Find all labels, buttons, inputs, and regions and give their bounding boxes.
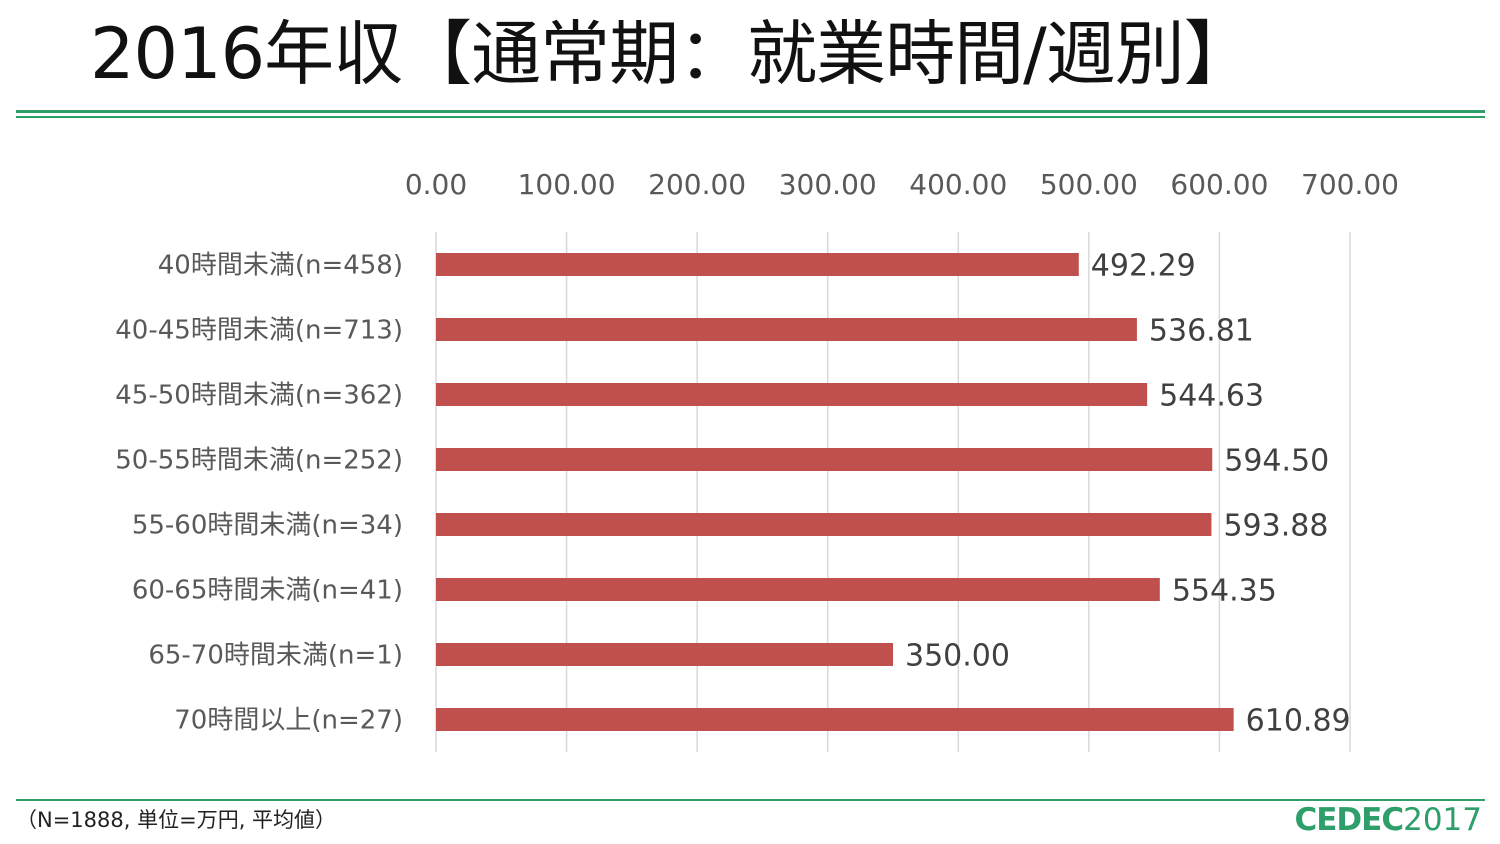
- x-tick-label: 400.00: [909, 168, 1007, 201]
- bar: [436, 643, 893, 666]
- logo-brand: CEDEC: [1294, 802, 1405, 838]
- bar: [436, 578, 1160, 601]
- bar: [436, 513, 1212, 536]
- logo-year: 2017: [1403, 802, 1482, 838]
- category-label: 55-60時間未満(n=34): [132, 511, 403, 541]
- x-tick-label: 100.00: [518, 168, 616, 201]
- category-label: 40-45時間未満(n=713): [115, 316, 403, 346]
- category-label: 65-70時間未満(n=1): [148, 641, 403, 671]
- category-label: 50-55時間未満(n=252): [115, 446, 403, 476]
- x-tick-label: 300.00: [779, 168, 877, 201]
- x-tick-label: 0.00: [405, 168, 467, 201]
- category-label: 45-50時間未満(n=362): [115, 381, 403, 411]
- data-label: 593.88: [1223, 509, 1328, 544]
- bar: [436, 253, 1079, 276]
- bar: [436, 708, 1234, 731]
- bar: [436, 448, 1213, 471]
- footer-divider: [16, 799, 1485, 801]
- footnote: （N=1888, 単位=万円, 平均値）: [16, 808, 337, 832]
- title-divider-upper: [16, 110, 1485, 113]
- data-label: 544.63: [1159, 379, 1264, 414]
- data-label: 350.00: [905, 639, 1010, 674]
- slide-title: 2016年収【通常期：就業時間/週別】: [90, 13, 1254, 95]
- x-tick-label: 200.00: [648, 168, 746, 201]
- x-tick-label: 700.00: [1301, 168, 1399, 201]
- bar: [436, 383, 1148, 406]
- data-label: 554.35: [1172, 574, 1277, 609]
- title-divider-lower: [16, 116, 1485, 118]
- cedec-logo: CEDEC2017: [1295, 800, 1483, 840]
- data-label: 610.89: [1246, 704, 1351, 739]
- x-tick-label: 600.00: [1170, 168, 1268, 201]
- data-label: 536.81: [1149, 314, 1254, 349]
- x-tick-label: 500.00: [1040, 168, 1138, 201]
- category-label: 70時間以上(n=27): [174, 706, 403, 736]
- category-label: 60-65時間未満(n=41): [132, 576, 403, 606]
- category-label: 40時間未満(n=458): [158, 251, 403, 281]
- data-label: 492.29: [1091, 249, 1196, 284]
- bar: [436, 318, 1137, 341]
- data-label: 594.50: [1224, 444, 1329, 479]
